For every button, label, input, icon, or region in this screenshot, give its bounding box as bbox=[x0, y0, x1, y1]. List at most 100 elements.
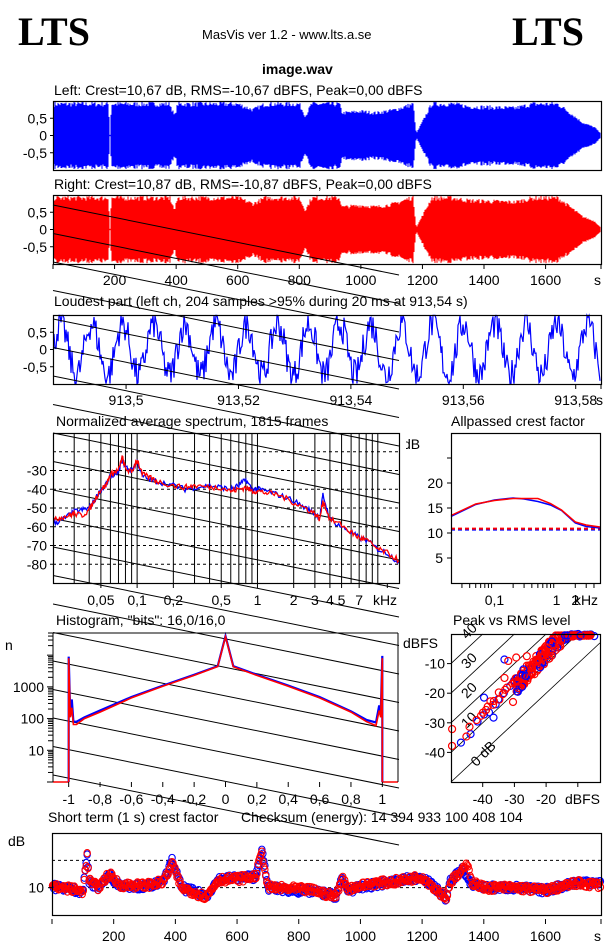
spectrum-xtick-label: 1 bbox=[254, 592, 262, 608]
allpassed-frame bbox=[450, 432, 602, 585]
peak-vs-rms-point-right bbox=[448, 724, 457, 734]
loudest-part-ytick-label: 0 bbox=[39, 342, 47, 358]
short-term-point-right bbox=[235, 877, 243, 887]
spectrum-series-left bbox=[52, 455, 400, 564]
short-term-point-right bbox=[83, 849, 91, 858]
peak-vs-rms-point bbox=[541, 647, 550, 657]
peak-vs-rms-point bbox=[576, 631, 585, 640]
histogram-ytick-label: 1000 bbox=[13, 679, 44, 695]
peak-vs-rms-point bbox=[563, 631, 572, 640]
peak-vs-rms-point-right bbox=[502, 683, 512, 692]
short-term-xtick-label: 1200 bbox=[407, 928, 438, 944]
peak-vs-rms-diagonal bbox=[450, 642, 601, 783]
short-term-frame bbox=[51, 832, 603, 917]
short-term-xtick-label: 1400 bbox=[468, 928, 499, 944]
left-waveform-frame bbox=[52, 100, 603, 172]
histogram-ytick-label: 100 bbox=[21, 711, 45, 727]
peak-vs-rms-diagonal bbox=[450, 633, 515, 694]
spectrum-ytick-label: -70 bbox=[27, 538, 47, 554]
loudest-part-title: Loudest part (left ch, 204 samples >95% … bbox=[54, 293, 468, 309]
left-waveform-ytick-label: 0,5 bbox=[28, 110, 48, 126]
short-term-point-right bbox=[596, 882, 605, 892]
peak-vs-rms-point-right bbox=[462, 732, 471, 741]
peak-vs-rms-point-left bbox=[500, 655, 509, 664]
peak-vs-rms-point-right bbox=[486, 697, 495, 706]
spectrum-ytick-label: -40 bbox=[27, 481, 47, 497]
peak-vs-rms-ylabel: dBFS bbox=[403, 635, 439, 651]
peak-vs-rms-point-right bbox=[504, 656, 513, 666]
histogram-series-left bbox=[67, 631, 384, 782]
spectrum-slope-line bbox=[52, 717, 400, 789]
short-term-point-right bbox=[171, 863, 179, 872]
peak-vs-rms-xtick-label: -40 bbox=[473, 791, 493, 807]
peak-vs-rms-point bbox=[544, 654, 553, 663]
short-term-point-right bbox=[113, 875, 121, 884]
loudest-part-xtick-label: 913,52 bbox=[217, 392, 260, 408]
short-term-xtick-label: 1000 bbox=[345, 928, 376, 944]
short-term-point-right bbox=[595, 878, 604, 888]
allpassed-ytick-label: 20 bbox=[427, 475, 443, 491]
allpassed-xtick-label: kHz bbox=[574, 592, 598, 608]
peak-vs-rms-title: Peak vs RMS level bbox=[453, 612, 571, 628]
peak-vs-rms-diagonal-label: 20 bbox=[458, 679, 480, 701]
histogram-ylabel: n bbox=[5, 637, 13, 653]
spectrum-xtick-label: 0,1 bbox=[127, 592, 147, 608]
histogram-title: Histogram, "bits": 16,0/16,0 bbox=[56, 612, 226, 628]
checksum-label: Checksum (energy): 14 394 933 100 408 10… bbox=[241, 809, 523, 825]
right-waveform-ytick-label: 0,5 bbox=[28, 204, 48, 220]
spectrum-slope-line bbox=[52, 689, 400, 760]
spectrum-slope-line bbox=[52, 404, 400, 475]
spectrum-mask-right bbox=[400, 431, 406, 585]
peak-vs-rms-ytick-label: -10 bbox=[425, 656, 445, 672]
left-waveform-title: Left: Crest=10,67 dB, RMS=-10,67 dBFS, P… bbox=[54, 82, 423, 98]
peak-vs-rms-point bbox=[580, 631, 589, 640]
short-term-point-right bbox=[79, 886, 87, 895]
spectrum-slope-line bbox=[52, 375, 400, 447]
spectrum-frame bbox=[52, 432, 401, 585]
spectrum-xtick-label: 3 bbox=[311, 592, 319, 608]
peak-vs-rms-point-right bbox=[500, 673, 509, 683]
short-term-point-right bbox=[485, 886, 493, 896]
peak-vs-rms-point-right bbox=[498, 690, 507, 699]
spectrum-xtick-label: 5 bbox=[338, 592, 346, 608]
spectrum-ytick-label: -30 bbox=[27, 463, 47, 479]
right-waveform-frame bbox=[52, 194, 603, 266]
peak-vs-rms-xtick-label: dBFS bbox=[565, 791, 600, 807]
allpassed-xtick-label: 1 bbox=[553, 592, 561, 608]
spectrum-mask-left bbox=[3, 408, 53, 618]
spectrum-slope-line bbox=[52, 746, 400, 817]
spectrum-slope-line bbox=[52, 518, 400, 589]
short-term-point-right bbox=[262, 871, 270, 881]
spectrum-slope-line bbox=[52, 432, 400, 504]
short-term-point-right bbox=[169, 859, 177, 868]
left-waveform-ytick-label: 0 bbox=[39, 128, 47, 144]
short-term-point-right bbox=[261, 865, 269, 874]
right-waveform-group bbox=[53, 195, 601, 264]
peak-vs-rms-point-right bbox=[512, 653, 521, 662]
spectrum-slope-line bbox=[52, 461, 400, 532]
peak-vs-rms-point-right bbox=[494, 688, 503, 697]
peak-vs-rms-point-right bbox=[508, 697, 518, 707]
short-term-point-right bbox=[441, 893, 450, 903]
right-waveform-xtick-label: 1200 bbox=[407, 272, 438, 288]
peak-vs-rms-ytick-label: -20 bbox=[425, 685, 445, 701]
peak-vs-rms-ytick-label: -30 bbox=[425, 715, 445, 731]
loudest-part-ytick-label: -0,5 bbox=[23, 359, 47, 375]
histogram-xtick-label: -0,4 bbox=[151, 791, 175, 807]
short-term-point-right bbox=[463, 861, 471, 870]
peak-vs-rms-point bbox=[533, 657, 542, 666]
short-term-xtick-label: s bbox=[594, 928, 601, 944]
peak-vs-rms-point bbox=[524, 661, 534, 670]
right-waveform-xtick-label: 1400 bbox=[468, 272, 499, 288]
histogram-ytick-label: 10 bbox=[28, 742, 44, 758]
peak-vs-rms-diagonal bbox=[450, 633, 483, 664]
left-waveform-group bbox=[53, 101, 601, 170]
right-waveform-xtick-label: 1000 bbox=[345, 272, 376, 288]
peak-vs-rms-point bbox=[527, 668, 537, 677]
short-term-point-right bbox=[259, 857, 267, 866]
histogram-xtick-label: 0,2 bbox=[247, 791, 267, 807]
peak-vs-rms-point-left bbox=[489, 713, 498, 722]
histogram-xtick-label: 0,8 bbox=[341, 791, 361, 807]
spectrum-xtick-label: kHz bbox=[373, 592, 397, 608]
